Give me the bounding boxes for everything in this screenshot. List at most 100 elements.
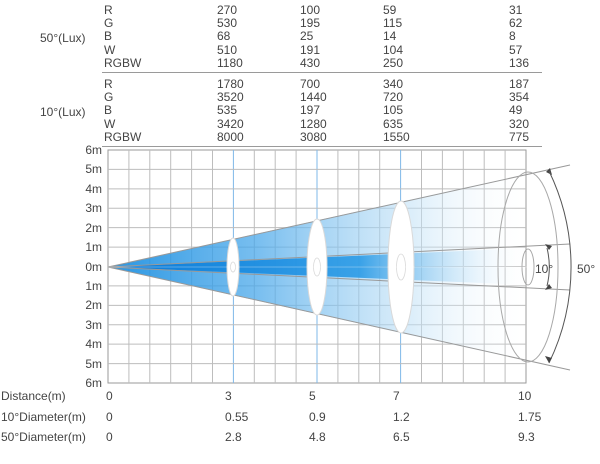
section-label-50: 50°(Lux) [40,31,86,45]
bottom-row-value: 9.3 [518,430,535,444]
lux-value: 340 [383,77,404,91]
lux-value: 59 [383,3,397,17]
wide-beam-lower-edge [107,266,571,371]
bottom-row-value: 0 [106,430,113,444]
lux-value: 530 [217,16,238,31]
y-axis-label: 1m [85,240,102,255]
lux-value: 31 [509,3,523,17]
lux-value: 49 [509,103,523,118]
lux-value: 105 [383,103,404,118]
y-axis-label: 4m [85,181,102,196]
y-axis-label: 0m [85,259,102,274]
bottom-row-value: 0.9 [309,410,326,424]
y-axis-label: 6m [85,376,102,390]
channel-label: B [104,103,113,118]
channel-label: W [104,116,116,131]
lux-value: 191 [300,42,321,57]
narrow-angle-arrow-top [545,244,552,250]
cross-section-10m [497,171,559,363]
lux-value: 270 [217,3,238,17]
channel-label: W [104,42,116,57]
cross-section-7m [387,200,415,334]
lux-value: 104 [383,42,404,57]
lux-value: 1440 [300,90,327,105]
y-axis-label: 5m [85,162,102,177]
lux-value: 57 [509,42,523,57]
bottom-row-value: 4.8 [309,430,326,444]
bottom-row-value: 10 [518,389,532,403]
wide-angle-label: 50° [577,262,595,276]
y-axis-label: 5m [85,356,102,371]
lux-value: 250 [383,55,404,70]
lux-value: 1780 [217,77,244,91]
channel-label: B [104,29,113,44]
channel-label: G [104,90,114,105]
lux-value: 8000 [217,129,244,144]
lux-value: 3420 [217,116,244,131]
bottom-row-value: 7 [393,389,400,403]
bottom-row-value: 2.8 [225,430,242,444]
y-axis-label: 3m [85,201,102,216]
lux-value: 430 [300,55,321,70]
section-label-10: 10°(Lux) [40,105,86,119]
bottom-row-value: 0.55 [225,410,249,424]
narrow-beam-upper-edge [107,243,571,268]
lux-value: 62 [509,16,523,31]
cross-section-5m [306,218,328,316]
y-axis-label: 2m [85,298,102,313]
lux-value: 8 [509,29,516,44]
lux-value: 197 [300,103,321,118]
lux-value: 136 [509,55,530,70]
bottom-row-value: 6.5 [393,430,410,444]
cross-section-3m [226,237,240,297]
bottom-row-value: 3 [225,389,232,403]
bottom-row-label: Distance(m) [1,389,66,403]
lux-value: 720 [383,90,404,105]
wide-angle-arc [548,170,572,364]
y-axis-label: 3m [85,317,102,332]
narrow-beam-lower-edge [107,266,571,291]
lux-value: 700 [300,77,321,91]
table-divider [102,72,542,73]
wide-beam-upper-edge [107,164,571,268]
lux-value: 320 [509,116,530,131]
channel-label: R [104,3,113,17]
y-axis-label: 2m [85,220,102,235]
bottom-row-value: 1.2 [393,410,410,424]
lux-value: 100 [300,3,321,17]
bottom-row-label: 50°Diameter(m) [1,430,86,444]
channel-label: G [104,16,114,31]
lux-value: 3080 [300,129,327,144]
bottom-row-label: 10°Diameter(m) [1,410,86,424]
bottom-row-value: 5 [309,389,316,403]
lux-value: 635 [383,116,404,131]
lux-value: 187 [509,77,530,91]
narrow-angle-arc [546,247,550,287]
lux-value: 775 [509,129,530,144]
lux-value: 1180 [217,55,243,70]
lux-value: 25 [300,29,314,44]
bottom-row-value: 0 [106,389,113,403]
lux-value: 354 [509,90,530,105]
lux-value: 3520 [217,90,244,105]
y-axis-label: 1m [85,278,102,293]
narrow-angle-arrow-bottom [545,284,552,290]
lux-value: 195 [300,16,321,31]
lux-value: 115 [383,16,403,31]
y-axis-label: 4m [85,337,102,352]
lux-value: 1550 [383,129,410,144]
lux-value: 1280 [300,116,327,131]
y-axis-label: 6m [85,143,102,157]
lux-value: 535 [217,103,238,118]
narrow-angle-label: 10° [535,262,553,276]
channel-label: RGBW [104,55,142,70]
table-divider [102,146,542,147]
bottom-row-value: 1.75 [518,410,542,424]
bottom-row-value: 0 [106,410,113,424]
wide-angle-arrow-bottom [545,356,552,363]
channel-label: R [104,77,113,91]
lux-value: 14 [383,29,397,44]
channel-label: RGBW [104,129,142,144]
lux-value: 68 [217,29,231,44]
